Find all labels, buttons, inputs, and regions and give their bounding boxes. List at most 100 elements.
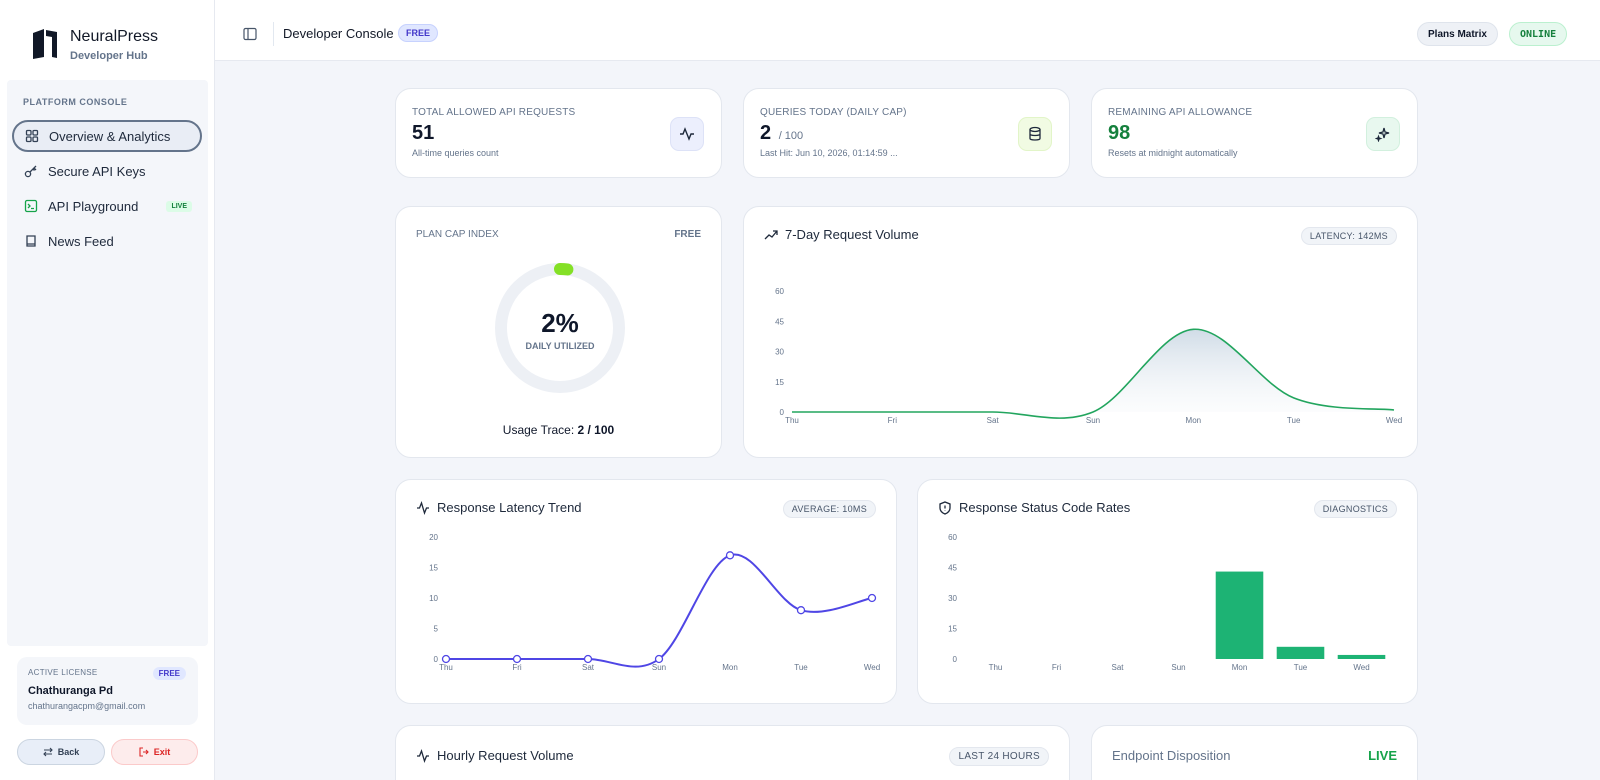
- x-tick-label: Mon: [1186, 416, 1202, 425]
- x-tick-label: Fri: [888, 416, 898, 425]
- plan-name: FREE: [674, 229, 701, 240]
- activity-icon: [670, 117, 704, 151]
- x-tick-label: Thu: [989, 663, 1003, 672]
- latency-chart: 0 5 10 15 20 Thu Fri Sat Sun Mon Tue Wed: [429, 533, 880, 672]
- sidebar-item-overview[interactable]: Overview & Analytics: [12, 120, 202, 152]
- back-button[interactable]: Back: [17, 739, 105, 765]
- sidebar-item-label: News Feed: [48, 233, 114, 249]
- exit-button[interactable]: Exit: [111, 739, 198, 765]
- volume-area-fill: [792, 329, 1394, 419]
- status-bar: [1337, 654, 1386, 659]
- volume-series-line: [792, 328, 1395, 419]
- y-tick-label: 0: [434, 655, 439, 664]
- usage-trace: Usage Trace: 2 / 100: [396, 423, 721, 437]
- brand[interactable]: NeuralPress Developer Hub: [30, 28, 158, 62]
- trending-up-icon: [764, 229, 778, 239]
- nav-panel: PLATFORM CONSOLE Overview & Analytics Se…: [7, 80, 208, 646]
- sidebar-item-label: Secure API Keys: [48, 163, 146, 179]
- latency-point: [512, 654, 522, 664]
- stat-label: REMAINING API ALLOWANCE: [1108, 107, 1253, 118]
- sidebar-item-news-feed[interactable]: News Feed: [12, 225, 202, 257]
- x-tick-label: Wed: [1386, 416, 1402, 425]
- hourly-chart-header: Hourly Request Volume: [416, 748, 574, 763]
- license-card: ACTIVE LICENSE FREE Chathuranga Pd chath…: [17, 657, 198, 725]
- x-tick-label: Sat: [582, 663, 595, 672]
- hourly-chart-title: Hourly Request Volume: [437, 748, 574, 763]
- sidebar-item-label: API Playground: [48, 198, 139, 214]
- stat-label: TOTAL ALLOWED API REQUESTS: [412, 107, 576, 118]
- y-tick-label: 15: [948, 625, 957, 634]
- gauge-progress: [495, 263, 625, 393]
- stat-subtext: Resets at midnight automatically: [1108, 148, 1238, 158]
- brand-subtitle: Developer Hub: [70, 50, 148, 62]
- x-tick-label: Thu: [439, 663, 453, 672]
- page-title: Developer Console: [283, 26, 394, 41]
- sidebar-item-api-keys[interactable]: Secure API Keys: [12, 155, 202, 187]
- y-tick-label: 60: [948, 533, 957, 542]
- y-tick-label: 45: [948, 564, 957, 573]
- latency-chart-title: Response Latency Trend: [437, 500, 582, 515]
- latency-point: [654, 654, 664, 664]
- status-bar: [1215, 571, 1264, 659]
- sidebar-toggle-icon[interactable]: [243, 27, 257, 41]
- stat-card-total-requests: TOTAL ALLOWED API REQUESTS 51 All-time q…: [395, 88, 722, 178]
- terminal-icon: [24, 199, 38, 213]
- x-tick-label: Sat: [1111, 663, 1124, 672]
- x-tick-label: Mon: [722, 663, 738, 672]
- stat-label: QUERIES TODAY (DAILY CAP): [760, 107, 907, 118]
- exit-label: Exit: [153, 747, 171, 757]
- database-icon: [1018, 117, 1052, 151]
- stat-value: 51: [412, 122, 435, 144]
- sparkles-icon: [1366, 117, 1400, 151]
- header-divider: [273, 22, 274, 46]
- stat-value: 98: [1108, 122, 1131, 144]
- hours-badge: LAST 24 HOURS: [949, 747, 1049, 766]
- sidebar-item-playground[interactable]: API Playground LIVE: [12, 190, 202, 222]
- y-tick-label: 15: [775, 378, 784, 387]
- x-tick-label: Sun: [1171, 663, 1185, 672]
- x-tick-label: Sun: [1086, 416, 1100, 425]
- live-badge: LIVE: [166, 200, 192, 212]
- y-tick-label: 15: [429, 564, 438, 573]
- status-chart-title: Response Status Code Rates: [959, 500, 1131, 515]
- endpoint-title: Endpoint Disposition: [1112, 748, 1231, 763]
- sidebar-item-label: Overview & Analytics: [49, 128, 171, 144]
- stat-value: 2 / 100: [760, 122, 804, 144]
- endpoint-status: LIVE: [1368, 748, 1397, 763]
- plan-cap-label: PLAN CAP INDEX: [416, 229, 499, 240]
- swap-icon: [42, 747, 53, 757]
- y-tick-label: 60: [775, 287, 784, 296]
- latency-point: [725, 551, 735, 560]
- x-tick-label: Sat: [987, 416, 1000, 425]
- license-badge: FREE: [152, 667, 186, 680]
- latency-point: [867, 593, 877, 603]
- book-icon: [24, 234, 38, 248]
- y-tick-label: 0: [780, 408, 785, 417]
- diagnostics-badge: DIAGNOSTICS: [1313, 500, 1397, 518]
- plan-badge: FREE: [398, 24, 439, 42]
- stat-card-queries-today: QUERIES TODAY (DAILY CAP) 2 / 100 Last H…: [743, 88, 1070, 178]
- key-icon: [24, 164, 38, 178]
- online-status-badge: ONLINE: [1509, 22, 1568, 46]
- license-label: ACTIVE LICENSE: [28, 668, 98, 677]
- usage-trace-label: Usage Trace:: [502, 423, 575, 437]
- latency-point: [441, 654, 451, 664]
- x-tick-label: Sun: [652, 663, 666, 672]
- x-tick-label: Tue: [1287, 416, 1301, 425]
- latency-chart-card: Response Latency Trend AVERAGE: 10MS 0 5 1…: [395, 479, 897, 704]
- stat-card-remaining: REMAINING API ALLOWANCE 98 Resets at mid…: [1091, 88, 1418, 178]
- usage-trace-value: 2 / 100: [577, 423, 615, 437]
- status-chart: 0 15 30 45 60 Thu Fri Sat Sun Mon Tue Wed: [948, 533, 1386, 672]
- volume-chart-header: 7-Day Request Volume: [764, 227, 919, 242]
- y-tick-label: 20: [429, 533, 438, 542]
- x-tick-label: Mon: [1232, 663, 1248, 672]
- activity-icon: [417, 500, 429, 515]
- x-tick-label: Tue: [1294, 663, 1308, 672]
- plans-matrix-button[interactable]: Plans Matrix: [1417, 22, 1498, 46]
- brand-name: NeuralPress: [70, 28, 159, 45]
- stat-suffix: / 100: [778, 130, 804, 142]
- gauge-percent: 2%: [541, 308, 579, 338]
- user-name: Chathuranga Pd: [28, 685, 113, 697]
- latency-badge: LATENCY: 142MS: [1300, 227, 1397, 245]
- endpoint-card: Endpoint Disposition LIVE: [1091, 725, 1418, 780]
